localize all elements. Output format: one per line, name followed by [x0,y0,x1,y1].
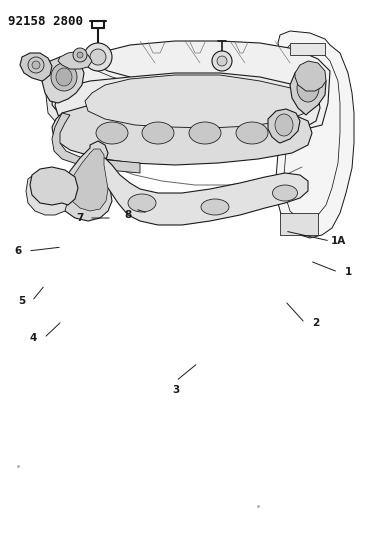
Bar [280,213,318,235]
Polygon shape [85,157,308,225]
Text: 7: 7 [76,213,84,223]
Circle shape [84,43,112,71]
Text: 1: 1 [344,267,352,277]
Polygon shape [52,98,312,165]
Ellipse shape [189,122,221,144]
Ellipse shape [142,122,174,144]
Circle shape [90,49,106,65]
Polygon shape [46,65,135,145]
Text: 92158 2800: 92158 2800 [8,15,83,28]
Circle shape [73,48,87,62]
Text: 3: 3 [173,385,180,395]
Ellipse shape [201,199,229,215]
Polygon shape [30,167,78,205]
Ellipse shape [96,122,128,144]
Ellipse shape [272,185,298,201]
Ellipse shape [275,114,293,136]
Polygon shape [290,65,326,115]
Circle shape [28,57,44,73]
Polygon shape [295,61,326,91]
Polygon shape [20,53,52,81]
Bar [290,43,325,55]
Ellipse shape [236,122,268,144]
Polygon shape [276,31,354,238]
Polygon shape [52,113,140,173]
Circle shape [217,56,227,66]
Ellipse shape [51,63,77,91]
Polygon shape [42,57,84,103]
Ellipse shape [56,68,72,86]
Text: 4: 4 [29,333,37,343]
Ellipse shape [128,194,156,212]
Polygon shape [60,141,112,221]
Polygon shape [58,51,92,69]
Text: 5: 5 [18,296,25,306]
Text: 6: 6 [14,246,22,256]
Circle shape [32,61,40,69]
Polygon shape [52,41,330,139]
Text: 1A: 1A [330,236,346,246]
Ellipse shape [297,74,319,102]
Circle shape [212,51,232,71]
Polygon shape [55,73,320,137]
Text: 8: 8 [124,210,131,220]
Polygon shape [26,171,72,215]
Polygon shape [70,149,108,211]
Circle shape [77,52,83,58]
Polygon shape [85,75,310,128]
Text: 2: 2 [312,318,320,328]
Polygon shape [268,109,300,143]
